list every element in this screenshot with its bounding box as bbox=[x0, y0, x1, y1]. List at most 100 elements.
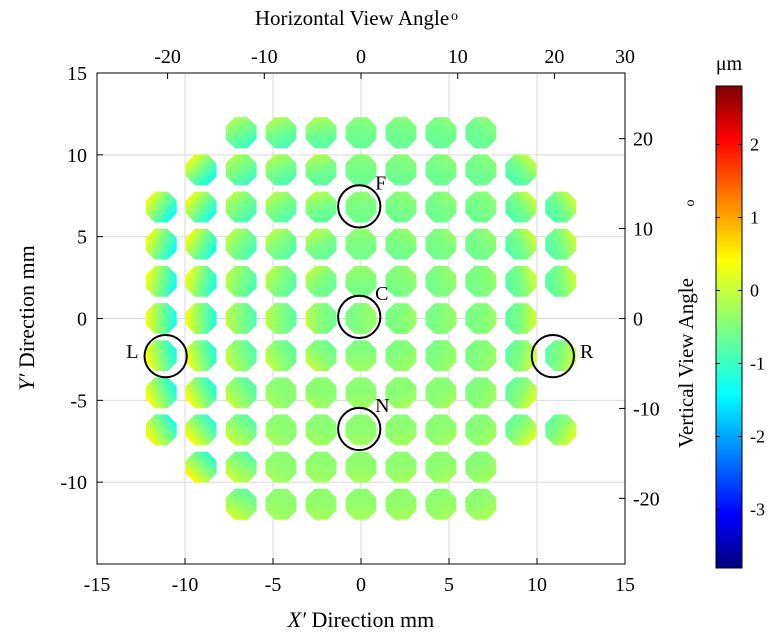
tick-marks bbox=[96, 72, 626, 564]
measurement-spot bbox=[385, 377, 417, 409]
top-tick-label: 10 bbox=[448, 46, 468, 68]
measurement-spot bbox=[465, 265, 497, 297]
measurement-spot bbox=[145, 303, 177, 334]
measurement-spot bbox=[145, 191, 177, 223]
x-tick-label: 0 bbox=[356, 574, 366, 596]
measurement-spot bbox=[465, 117, 497, 149]
measurement-spot bbox=[465, 303, 497, 334]
marker-label-r: R bbox=[580, 341, 594, 363]
measurement-spot bbox=[185, 377, 217, 409]
measurement-spot bbox=[465, 451, 497, 483]
measurement-spot bbox=[465, 377, 497, 409]
measurement-spot bbox=[225, 191, 257, 223]
measurement-spot bbox=[225, 265, 257, 297]
colorbar-tick-labels: 2 1 0 -1 -2 -3 bbox=[750, 134, 765, 519]
measurement-spot bbox=[265, 377, 297, 409]
measurement-spot bbox=[545, 265, 577, 297]
measurement-spot bbox=[145, 265, 177, 297]
measurement-spot bbox=[305, 265, 337, 297]
measurement-spot bbox=[425, 191, 457, 223]
measurement-spot bbox=[385, 117, 417, 149]
measurement-spot bbox=[425, 377, 457, 409]
top-axis-title: Horizontal View Angle bbox=[255, 6, 449, 30]
measurement-spot bbox=[385, 451, 417, 483]
colorbar-tick-label: -2 bbox=[750, 427, 765, 447]
measurement-spot bbox=[185, 303, 217, 334]
measurement-spot bbox=[345, 488, 377, 520]
measurement-spot bbox=[345, 265, 377, 297]
y-tick-label: 15 bbox=[67, 63, 87, 85]
measurement-spot bbox=[465, 228, 497, 260]
measurement-spot bbox=[545, 414, 577, 446]
colorbar-tick-label: 2 bbox=[750, 134, 759, 154]
x-tick-label: -15 bbox=[84, 574, 111, 596]
measurement-spot bbox=[305, 303, 337, 334]
measurement-spot bbox=[265, 228, 297, 260]
colorbar-unit: μm bbox=[716, 53, 743, 75]
measurement-spot bbox=[345, 451, 377, 483]
x-tick-label: 5 bbox=[444, 574, 454, 596]
measurement-spot bbox=[185, 154, 217, 186]
measurement-spot bbox=[505, 377, 537, 409]
measurement-spot bbox=[425, 340, 457, 372]
right-tick-labels: 20 10 0 -10 -20 bbox=[633, 129, 660, 511]
marker-circle-f bbox=[337, 184, 382, 229]
measurement-spot bbox=[185, 340, 217, 372]
colorbar-tick-marks bbox=[716, 143, 742, 511]
measurement-spot bbox=[225, 154, 257, 186]
measurement-spot bbox=[385, 228, 417, 260]
measurement-spot bbox=[545, 228, 577, 260]
measurement-spot bbox=[505, 228, 537, 260]
marker-label-l: L bbox=[126, 341, 138, 363]
marker-circle-n bbox=[337, 406, 382, 452]
measurement-spot bbox=[145, 414, 177, 446]
marker-label-f: F bbox=[375, 172, 386, 194]
marked-point-circles: F C L R N bbox=[126, 172, 594, 452]
x-tick-label: 10 bbox=[527, 574, 547, 596]
measurement-spot bbox=[225, 303, 257, 334]
measurement-spot bbox=[145, 340, 177, 372]
colorbar-tick-label: -1 bbox=[750, 354, 765, 374]
right-axis-label: Vertical View Angle bbox=[674, 278, 698, 448]
y-tick-label: -10 bbox=[60, 472, 87, 494]
measurement-spot bbox=[345, 191, 377, 223]
y-tick-label: 10 bbox=[67, 145, 87, 167]
x-tick-label: 15 bbox=[615, 574, 635, 596]
right-axis-unit: o bbox=[683, 200, 698, 207]
top-tick-label: -10 bbox=[251, 46, 278, 68]
measurement-spot bbox=[305, 377, 337, 409]
measurement-spot bbox=[465, 154, 497, 186]
colorbar-tick-label: 0 bbox=[750, 280, 759, 300]
x-tick-label: -5 bbox=[265, 574, 282, 596]
measurement-spot bbox=[265, 117, 297, 149]
measurement-spot bbox=[265, 414, 297, 446]
measurement-spot bbox=[305, 340, 337, 372]
measurement-spot bbox=[345, 414, 377, 446]
marker-circle-l bbox=[143, 334, 188, 379]
measurement-spot bbox=[425, 414, 457, 446]
measurement-spot bbox=[265, 451, 297, 483]
y-axis-label: Y′ Direction mm bbox=[14, 245, 39, 390]
y-tick-labels: 15 10 5 0 -5 -10 bbox=[60, 63, 87, 494]
marker-label-n: N bbox=[375, 395, 389, 417]
measurement-spot bbox=[185, 265, 217, 297]
x-tick-labels: -15 -10 -5 0 5 10 15 bbox=[84, 574, 635, 596]
right-tick-label: 0 bbox=[633, 309, 643, 331]
measurement-spot bbox=[265, 265, 297, 297]
measurement-spot bbox=[185, 228, 217, 260]
top-tick-label: -20 bbox=[154, 46, 181, 68]
measurement-spot bbox=[305, 191, 337, 223]
x-tick-label: -10 bbox=[172, 574, 199, 596]
measurement-spot bbox=[465, 488, 497, 520]
measurement-spot bbox=[265, 191, 297, 223]
x-axis-label: X′ Direction mm bbox=[287, 607, 435, 632]
measurement-spot bbox=[145, 228, 177, 260]
measurement-spot bbox=[425, 228, 457, 260]
right-tick-label: -20 bbox=[633, 488, 660, 510]
measurement-spot bbox=[425, 488, 457, 520]
measurement-spot bbox=[305, 154, 337, 186]
marker-circle-r bbox=[530, 334, 575, 379]
y-tick-label: 0 bbox=[77, 309, 87, 331]
measurement-spot bbox=[265, 340, 297, 372]
measurement-spot bbox=[265, 154, 297, 186]
